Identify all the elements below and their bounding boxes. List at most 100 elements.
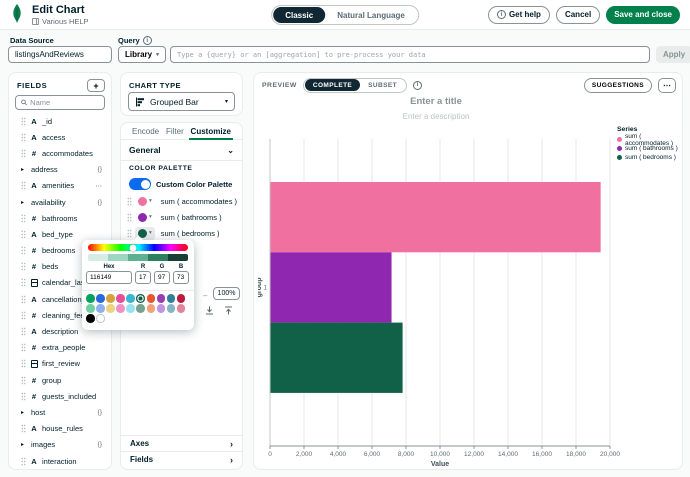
drag-handle-icon[interactable]: [21, 424, 26, 434]
color-swatch[interactable]: [136, 304, 145, 313]
drag-handle-icon[interactable]: [21, 132, 26, 142]
drag-handle-icon[interactable]: [21, 148, 26, 158]
drag-handle-icon[interactable]: [21, 213, 26, 223]
more-options-button[interactable]: ⋯: [658, 77, 676, 93]
shade-segment[interactable]: [168, 254, 188, 261]
chart-title-placeholder[interactable]: Enter a title: [410, 96, 462, 107]
add-field-button[interactable]: +: [87, 79, 105, 92]
export-palette-icon[interactable]: [224, 306, 233, 315]
hex-input[interactable]: [86, 271, 132, 284]
color-swatch[interactable]: [146, 294, 156, 303]
chart-type-dropdown[interactable]: Grouped Bar ▾: [128, 92, 235, 111]
color-swatch[interactable]: [126, 304, 135, 313]
field-item-images[interactable]: ▸ images {}: [9, 437, 110, 453]
library-dropdown[interactable]: Library ▾: [118, 46, 166, 63]
toggle-option-subset[interactable]: SUBSET: [368, 81, 397, 89]
shade-segment[interactable]: [88, 254, 108, 261]
chart-description-placeholder[interactable]: Enter a description: [402, 112, 470, 121]
color-swatch[interactable]: [146, 304, 156, 313]
b-input[interactable]: [173, 271, 189, 284]
field-item-address[interactable]: ▸ address {}: [9, 162, 110, 178]
field-item-calendar_last_s[interactable]: calendar_last_s: [9, 275, 110, 291]
fields-section[interactable]: Fields ›: [121, 451, 242, 467]
field-item-extra_people[interactable]: # extra_people: [9, 340, 110, 356]
field-item-beds[interactable]: # beds: [9, 259, 110, 275]
opacity-input[interactable]: 100%: [213, 287, 240, 300]
field-item-group[interactable]: # group: [9, 372, 110, 388]
g-input[interactable]: [154, 271, 170, 284]
drag-handle-icon[interactable]: [127, 228, 132, 238]
color-swatch[interactable]: [96, 294, 105, 303]
drag-handle-icon[interactable]: [21, 343, 26, 353]
color-swatch[interactable]: [166, 304, 176, 313]
shade-bar[interactable]: [88, 254, 188, 261]
query-input[interactable]: [170, 46, 650, 63]
field-item-availability[interactable]: ▸ availability {}: [9, 194, 110, 210]
toggle-option-classic[interactable]: Classic: [273, 7, 326, 23]
drag-handle-icon[interactable]: [21, 229, 26, 239]
color-swatch[interactable]: [116, 294, 125, 303]
expand-icon[interactable]: ▸: [21, 167, 25, 174]
data-source-input[interactable]: [8, 46, 112, 63]
color-swatch[interactable]: [96, 304, 105, 313]
tab-customize[interactable]: Customize: [188, 123, 234, 140]
drag-handle-icon[interactable]: [21, 278, 26, 288]
field-search-input[interactable]: [30, 98, 99, 107]
expand-icon[interactable]: ▸: [21, 409, 25, 416]
cancel-button[interactable]: Cancel: [555, 5, 601, 24]
hue-slider-handle[interactable]: [129, 244, 137, 251]
drag-handle-icon[interactable]: [127, 212, 132, 222]
field-item-_id[interactable]: A _id: [9, 113, 110, 129]
expand-icon[interactable]: ▸: [21, 199, 25, 206]
color-swatch[interactable]: [156, 304, 166, 313]
apply-button[interactable]: Apply: [656, 46, 690, 63]
drag-handle-icon[interactable]: [21, 375, 26, 385]
bar-2[interactable]: [270, 252, 392, 323]
drag-handle-icon[interactable]: [21, 310, 26, 320]
field-item-bedrooms[interactable]: # bedrooms: [9, 243, 110, 259]
color-swatch[interactable]: [86, 304, 95, 313]
bar-3[interactable]: [270, 322, 403, 393]
series-color-dropdown[interactable]: ▾: [135, 195, 155, 208]
tab-filter[interactable]: Filter: [165, 126, 184, 136]
color-swatch[interactable]: [166, 294, 176, 303]
color-swatch[interactable]: [116, 304, 125, 313]
toggle-option-natural-language[interactable]: Natural Language: [337, 10, 405, 20]
shade-segment[interactable]: [148, 254, 168, 261]
shade-segment[interactable]: [108, 254, 128, 261]
import-palette-icon[interactable]: [205, 306, 214, 315]
color-swatch[interactable]: [176, 294, 186, 303]
field-item-first_review[interactable]: first_review: [9, 356, 110, 372]
tab-encode[interactable]: Encode: [132, 126, 160, 136]
drag-handle-icon[interactable]: [21, 262, 26, 272]
suggestions-button[interactable]: SUGGESTIONS: [583, 77, 652, 93]
color-swatch[interactable]: [156, 294, 166, 303]
color-swatch[interactable]: [96, 314, 105, 323]
field-item-cleaning_fee[interactable]: # cleaning_fee: [9, 307, 110, 323]
drag-handle-icon[interactable]: [127, 196, 132, 206]
field-search[interactable]: [15, 95, 105, 110]
drag-handle-icon[interactable]: [21, 391, 26, 401]
color-swatch[interactable]: [86, 294, 95, 303]
axes-section[interactable]: Axes ›: [121, 435, 242, 451]
color-swatch[interactable]: [106, 304, 115, 313]
drag-handle-icon[interactable]: [21, 456, 26, 466]
opacity-slider[interactable]: –: [203, 291, 208, 300]
custom-palette-toggle[interactable]: [129, 178, 151, 190]
hue-slider[interactable]: [88, 244, 188, 251]
query-info-icon[interactable]: i: [142, 36, 152, 45]
drag-handle-icon[interactable]: [21, 246, 26, 256]
color-swatch[interactable]: [86, 314, 95, 323]
field-item-host[interactable]: ▸ host {}: [9, 404, 110, 420]
color-swatch[interactable]: [176, 304, 186, 313]
color-swatch[interactable]: [106, 294, 115, 303]
general-section-header[interactable]: General ⌄: [129, 143, 234, 157]
save-and-close-button[interactable]: Save and close: [606, 5, 680, 24]
toggle-option-complete[interactable]: COMPLETE: [304, 79, 361, 91]
drag-handle-icon[interactable]: [21, 116, 26, 126]
